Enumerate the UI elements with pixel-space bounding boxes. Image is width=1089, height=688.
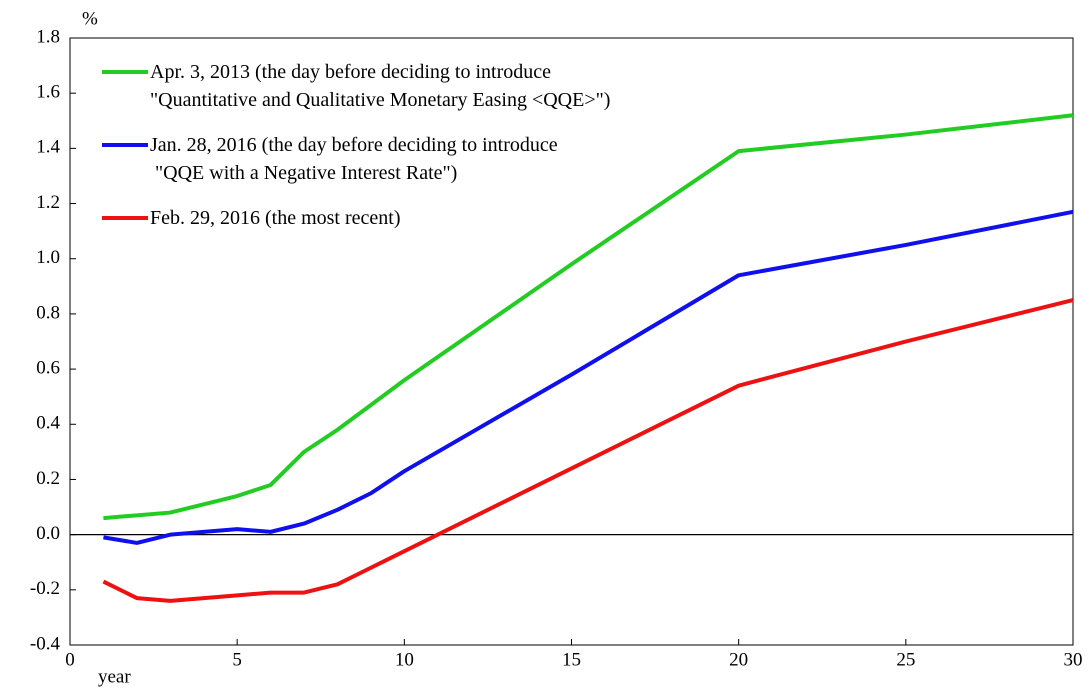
y-tick-label: 1.2	[36, 192, 60, 213]
y-tick-label: 1.4	[36, 137, 60, 158]
x-tick-label: 10	[395, 649, 414, 670]
series-line	[103, 113, 1074, 521]
x-tick-label: 25	[896, 649, 915, 670]
y-tick-label: -0.4	[30, 633, 61, 654]
x-tick-label: 15	[562, 649, 581, 670]
y-tick-label: 0.4	[36, 413, 60, 434]
y-axis-label: %	[82, 8, 98, 29]
y-tick-label: 0.8	[36, 302, 60, 323]
y-tick-label: 0.2	[36, 468, 60, 489]
plot-frame	[69, 37, 1074, 646]
legend-label: Feb. 29, 2016 (the most recent)	[150, 207, 401, 229]
x-axis-label: year	[98, 666, 131, 687]
x-tick-label: 30	[1064, 649, 1083, 670]
y-tick-label: 1.0	[36, 247, 60, 268]
series-line	[103, 209, 1074, 545]
x-tick-label: 0	[65, 649, 75, 670]
legend-label: Jan. 28, 2016 (the day before deciding t…	[150, 134, 558, 184]
legend-label: Apr. 3, 2013 (the day before deciding to…	[150, 61, 611, 111]
series-line	[102, 298, 1074, 603]
x-tick-label: 20	[729, 649, 748, 670]
y-tick-label: 0.6	[36, 357, 60, 378]
y-tick-label: 1.8	[36, 26, 60, 47]
y-tick-label: 0.0	[36, 523, 60, 544]
y-tick-label: -0.2	[30, 578, 60, 599]
x-tick-label: 5	[232, 649, 242, 670]
y-tick-label: 1.6	[36, 82, 60, 103]
